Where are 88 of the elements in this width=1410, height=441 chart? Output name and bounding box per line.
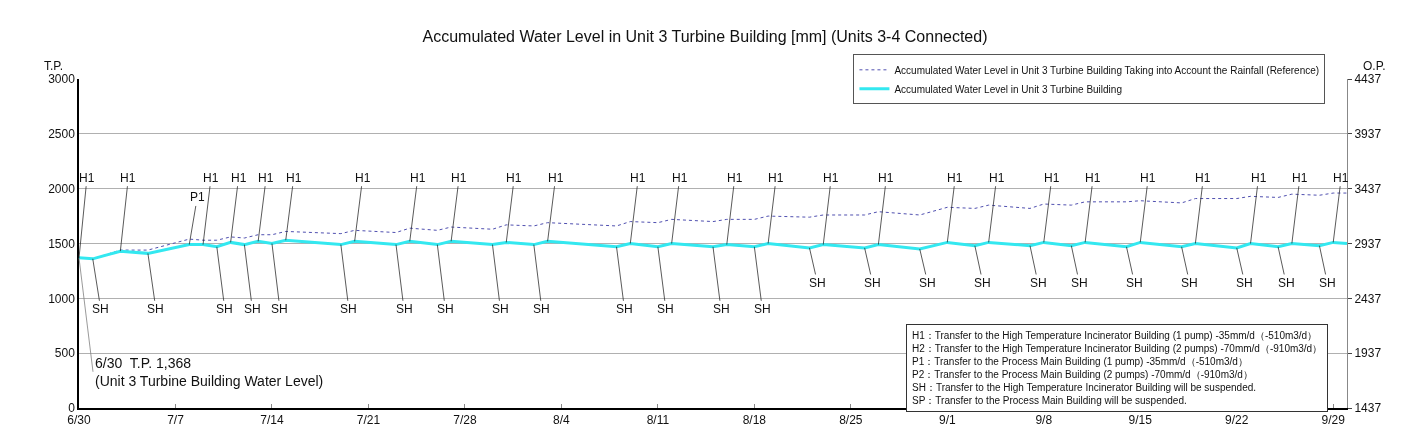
annotation: 6/30 T.P. 1,368 (Unit 3 Turbine Building Water Level) xyxy=(95,355,324,390)
annotation: H1 xyxy=(548,171,564,185)
annotation: SH xyxy=(1030,276,1047,290)
y-tick-label: 2500 xyxy=(48,127,76,142)
annotation: H1 xyxy=(768,171,784,185)
annotation: SH xyxy=(1278,276,1295,290)
y2-tick-label: 1437 xyxy=(1354,401,1382,416)
annotation: H1 xyxy=(878,171,894,185)
annotation: H1 xyxy=(947,171,963,185)
x-tick-label: 8/11 xyxy=(646,413,670,428)
annotation: SH xyxy=(437,302,454,316)
y2-tick-label: 2437 xyxy=(1354,291,1382,306)
annotation: H1 xyxy=(79,171,95,185)
x-tick-label: 8/4 xyxy=(553,413,571,428)
x-tick-label: 7/7 xyxy=(167,413,185,428)
annotation: H1 xyxy=(1251,171,1267,185)
y-tick-label: 500 xyxy=(54,346,76,361)
annotation: H1 xyxy=(506,171,522,185)
annotation: SH xyxy=(216,302,233,316)
annotation: P1 xyxy=(190,190,205,204)
y2-tick-label: 3437 xyxy=(1354,181,1382,196)
annotation: SH xyxy=(533,302,550,316)
x-tick-label: 9/1 xyxy=(938,413,956,428)
annotation: H1 xyxy=(672,171,688,185)
annotation: H1：Transfer to the High Temperature Incinerator Building (1 pump) -35mm/d（-510m3/d） H2：Transfer to the High Temperature Incinerator Building (2 pumps) -70mm/d（-910m3/d） P1：Transfer to the Process Main Building (1 pump) -35mm/d（-510m3/d） P2：Transfer to the Process Main Building (2 pumps) -70mm/d（-910m3/d） SH：Transfer to the High Temperature Incinerator Building will be suspended. SP：Transfer to the Process Main Building will be suspended. xyxy=(912,330,1323,406)
x-tick-label: 9/8 xyxy=(1035,413,1053,428)
legend-label: Accumulated Water Level in Unit 3 Turbine Building xyxy=(894,83,1122,95)
annotation: SH xyxy=(271,302,288,316)
annotation: SH xyxy=(616,302,633,316)
x-tick-label: 9/22 xyxy=(1225,413,1249,428)
annotation: H1 xyxy=(1140,171,1156,185)
chart-title: Accumulated Water Level in Unit 3 Turbine Building [mm] (Units 3-4 Connected) xyxy=(422,28,988,46)
annotation: SH xyxy=(809,276,826,290)
x-tick-label: 9/15 xyxy=(1128,413,1153,428)
annotation: H1 xyxy=(1044,171,1060,185)
y2-axis-title: O.P. xyxy=(1363,59,1386,73)
annotation: H1 xyxy=(120,171,136,185)
y-tick-label: 3000 xyxy=(48,72,76,87)
annotation: H1 xyxy=(355,171,371,185)
annotation: H1 xyxy=(1085,171,1101,185)
annotation: SH xyxy=(864,276,881,290)
annotation: H1 xyxy=(823,171,839,185)
annotation: H1 xyxy=(258,171,274,185)
annotation: H1 xyxy=(727,171,743,185)
annotation: H1 xyxy=(451,171,467,185)
annotation: SH xyxy=(396,302,413,316)
y2-tick-label: 1937 xyxy=(1354,346,1382,361)
y-tick-label: 1500 xyxy=(48,236,76,251)
annotation: SH xyxy=(1181,276,1198,290)
annotation: SH xyxy=(244,302,261,316)
annotation: H1 xyxy=(1292,171,1308,185)
annotation: H1 xyxy=(231,171,247,185)
legend-label: Accumulated Water Level in Unit 3 Turbine Building Taking into Account the Rainfall (Reference) xyxy=(894,64,1320,76)
x-tick-label: 8/18 xyxy=(742,413,767,428)
y2-tick-label: 3937 xyxy=(1354,127,1382,142)
annotation: H1 xyxy=(286,171,302,185)
annotation: H1 xyxy=(203,171,219,185)
annotation: H1 xyxy=(1195,171,1211,185)
annotation: SH xyxy=(1126,276,1143,290)
annotation: SH xyxy=(1319,276,1336,290)
x-tick-label: 6/30 xyxy=(67,413,91,428)
x-tick-label: 7/28 xyxy=(453,413,477,428)
annotation: SH xyxy=(974,276,991,290)
annotation: H1 xyxy=(1333,171,1349,185)
annotation: SH xyxy=(919,276,936,290)
annotation: H1 xyxy=(630,171,646,185)
annotation: SH xyxy=(147,302,164,316)
x-tick-label: 9/29 xyxy=(1321,413,1346,428)
annotation: SH xyxy=(1071,276,1088,290)
annotation: SH xyxy=(754,302,771,316)
x-tick-label: 7/21 xyxy=(356,413,381,428)
y-tick-label: 1000 xyxy=(48,291,76,306)
y2-tick-label: 2937 xyxy=(1354,236,1382,251)
annotation: H1 xyxy=(989,171,1005,185)
y-tick-label: 2000 xyxy=(48,181,76,196)
annotation: H1 xyxy=(410,171,426,185)
annotation: SH xyxy=(713,302,730,316)
annotation: SH xyxy=(492,302,509,316)
annotation: SH xyxy=(340,302,357,316)
y-tick-label: 0 xyxy=(68,401,76,416)
x-tick-label: 8/25 xyxy=(839,413,863,428)
y-axis-title: T.P. xyxy=(44,59,64,73)
annotation: SH xyxy=(657,302,674,316)
line-series xyxy=(79,238,1347,261)
annotation: SH xyxy=(92,302,109,316)
y2-tick-label: 4437 xyxy=(1354,72,1382,87)
x-tick-label: 7/14 xyxy=(260,413,284,428)
annotation: SH xyxy=(1236,276,1253,290)
